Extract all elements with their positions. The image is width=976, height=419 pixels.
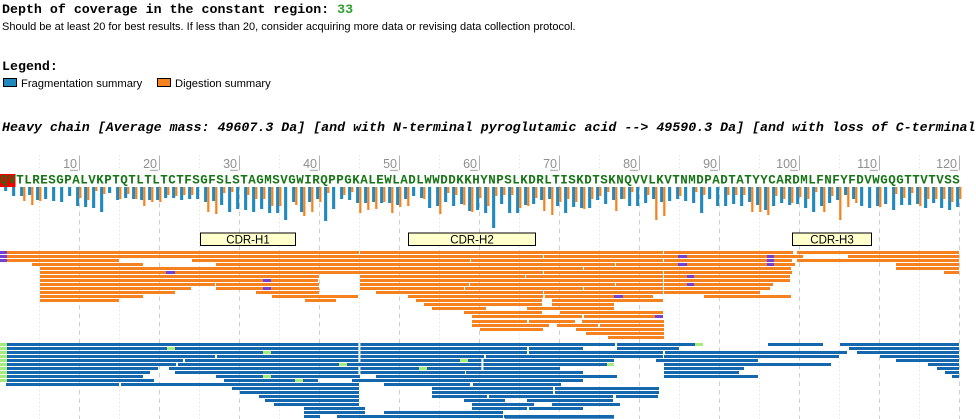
svg-text:CDR-H3: CDR-H3: [810, 235, 853, 247]
svg-text:Heavy chain [Average mass: 496: Heavy chain [Average mass: 49607.3 Da] […: [2, 120, 976, 135]
svg-text:100: 100: [776, 157, 797, 171]
svg-text:CDR-H2: CDR-H2: [450, 235, 493, 247]
svg-text:20: 20: [143, 157, 157, 171]
svg-text:90: 90: [703, 157, 717, 171]
svg-text:50: 50: [383, 157, 397, 171]
svg-text:30: 30: [223, 157, 237, 171]
svg-text:Depth of coverage in the const: Depth of coverage in the constant region…: [2, 2, 353, 17]
svg-text:QVTLRESGPALVKPTQTLTLTCTFSGFSLS: QVTLRESGPALVKPTQTLTLTCTFSGFSLSTAGMSVGWIR…: [0, 174, 960, 188]
svg-text:10: 10: [63, 157, 77, 171]
svg-text:CDR-H1: CDR-H1: [226, 235, 269, 247]
svg-text:70: 70: [543, 157, 557, 171]
svg-text:60: 60: [463, 157, 477, 171]
svg-text:80: 80: [623, 157, 637, 171]
svg-text:Fragmentation summary: Fragmentation summary: [21, 78, 143, 90]
svg-text:110: 110: [857, 157, 877, 171]
svg-text:Should be at least 20 for best: Should be at least 20 for best results. …: [2, 21, 576, 33]
svg-text:40: 40: [303, 157, 317, 171]
svg-text:Legend:: Legend:: [2, 59, 58, 74]
svg-text:120: 120: [936, 157, 957, 171]
svg-text:Digestion summary: Digestion summary: [175, 78, 271, 90]
